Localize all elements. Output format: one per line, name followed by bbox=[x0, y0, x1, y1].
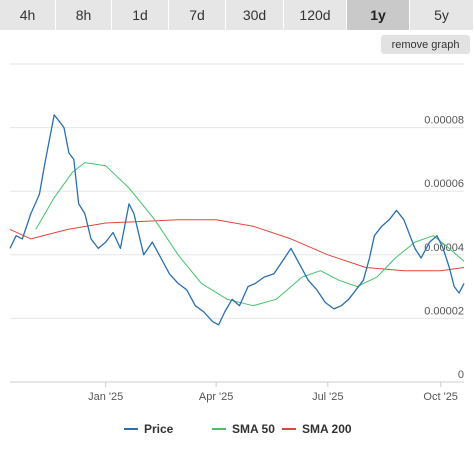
price-line bbox=[9, 114, 465, 326]
y-tick-label: 0.00002 bbox=[424, 305, 464, 317]
sma-50-line bbox=[35, 162, 465, 307]
sma-200-line bbox=[9, 219, 465, 272]
y-tick-label: 0.00008 bbox=[424, 115, 464, 127]
legend-label-sma-200: SMA 200 bbox=[302, 422, 352, 436]
remove-graph-button[interactable]: remove graph bbox=[381, 35, 470, 54]
x-tick-label: Apr '25 bbox=[199, 391, 234, 403]
time-range-tabs: 4h 8h 1d 7d 30d 120d 1y 5y bbox=[0, 0, 474, 30]
x-tick-label: Oct '25 bbox=[423, 391, 458, 403]
y-tick-label: 0.00006 bbox=[424, 178, 464, 190]
y-tick-label: 0.00004 bbox=[424, 242, 464, 254]
x-tick-label: Jul '25 bbox=[312, 391, 343, 403]
range-tab-1d[interactable]: 1d bbox=[112, 0, 169, 30]
range-tab-8h[interactable]: 8h bbox=[56, 0, 112, 30]
range-tab-5y[interactable]: 5y bbox=[410, 0, 474, 30]
range-tab-120d[interactable]: 120d bbox=[284, 0, 347, 30]
range-tab-7d[interactable]: 7d bbox=[169, 0, 226, 30]
y-tick-label: 0 bbox=[458, 369, 464, 381]
range-tab-30d[interactable]: 30d bbox=[226, 0, 284, 30]
legend-label-sma-50: SMA 50 bbox=[232, 422, 275, 436]
x-tick-label: Jan '25 bbox=[88, 391, 123, 403]
range-tab-4h[interactable]: 4h bbox=[0, 0, 56, 30]
range-tab-1y[interactable]: 1y bbox=[347, 0, 410, 30]
legend-label-price: Price bbox=[144, 422, 174, 436]
